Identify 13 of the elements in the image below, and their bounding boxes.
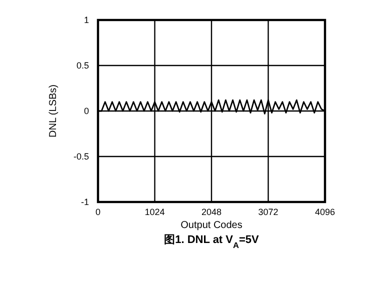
y-tick-label: -1 [80, 197, 89, 207]
x-axis-title: Output Codes [180, 220, 242, 231]
x-tick-label: 0 [95, 207, 101, 217]
x-tick-label: 2048 [201, 207, 222, 217]
text: 图1. DNL at V$_{A}$=5V [164, 234, 260, 250]
y-tick-label: 0 [84, 106, 89, 116]
y-tick-label: 0.5 [76, 60, 89, 70]
y-axis-title: DNL (LSBs) [48, 84, 59, 138]
y-tick-label: 1 [84, 15, 89, 25]
x-tick-label: 1024 [144, 207, 165, 217]
y-tick-label: -0.5 [73, 152, 89, 162]
x-tick-label: 3072 [258, 207, 278, 217]
x-tick-label: 4096 [314, 207, 336, 217]
